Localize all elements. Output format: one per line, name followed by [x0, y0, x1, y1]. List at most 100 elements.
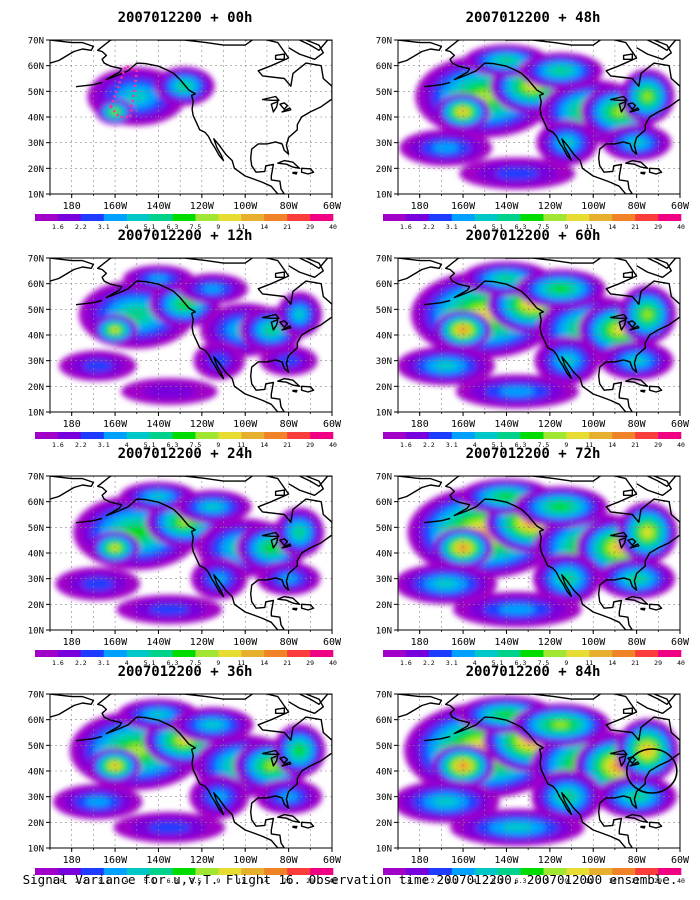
colorbar-swatch	[80, 214, 105, 221]
colorbar: 1.6 2.2 3.1 4 5.1 6.3 7.5 9 11 14 21 29 40	[383, 432, 685, 448]
colorbar-swatch	[287, 214, 311, 221]
panel-title: 2007012200 + 60h	[465, 228, 601, 244]
colorbar-label: 7.5	[190, 877, 202, 884]
colorbar-swatch	[589, 650, 613, 657]
colorbar-swatch	[497, 650, 521, 657]
colorbar-label: 40	[329, 659, 337, 666]
colorbar-swatch	[566, 432, 590, 439]
variance-contour	[434, 361, 458, 371]
colorbar-label: 1.6	[400, 877, 412, 884]
colorbar-label: 4	[473, 223, 477, 230]
colorbar-label: 3.1	[98, 441, 110, 448]
lat-tick-label: 30N	[376, 139, 392, 149]
lat-tick-label: 10N	[376, 191, 392, 201]
variance-contour	[499, 386, 535, 397]
lat-tick-label: 60N	[376, 280, 392, 290]
colorbar-label: 4	[473, 659, 477, 666]
colorbar: 1.6 2.2 3.1 4 5.1 6.3 7.5 9 11 14 21 29 40	[383, 650, 685, 666]
colorbar-label: 14	[260, 223, 268, 230]
colorbar-label: 29	[654, 223, 662, 230]
colorbar-swatch	[520, 650, 544, 657]
colorbar-swatch	[35, 650, 59, 657]
colorbar-swatch	[241, 650, 265, 657]
colorbar-swatch	[126, 868, 150, 875]
colorbar-swatch	[103, 432, 127, 439]
colorbar-swatch	[264, 214, 288, 221]
colorbar-swatch	[589, 214, 613, 221]
panel-title: 2007012200 + 24h	[117, 446, 253, 462]
flight-track	[109, 64, 139, 119]
colorbar-label: 21	[283, 877, 291, 884]
colorbar-label: 7.5	[538, 659, 550, 666]
colorbar-label: 9	[216, 659, 220, 666]
colorbar-label: 11	[585, 659, 593, 666]
colorbar-swatch	[612, 650, 636, 657]
panel-title: 2007012200 + 48h	[465, 10, 601, 26]
colorbar-label: 5.1	[144, 441, 156, 448]
lat-tick-label: 20N	[376, 165, 392, 175]
colorbar-label: 21	[631, 223, 639, 230]
colorbar-label: 7.5	[190, 441, 202, 448]
variance-contour	[149, 603, 190, 615]
lon-tick-label: 180	[63, 637, 81, 648]
grid-lines	[398, 476, 680, 630]
lon-tick-label: 120W	[538, 855, 563, 866]
lat-tick-label: 40N	[376, 550, 392, 560]
colorbar-label: 21	[631, 441, 639, 448]
coastlines	[50, 40, 332, 194]
colorbar-swatch	[310, 214, 334, 221]
colorbar-swatch	[80, 432, 105, 439]
map-panel: 2007012200 + 00h 10N 20N 30N 40N 50N 60N 70N 180…	[15, 8, 355, 230]
colorbar-label: 14	[260, 659, 268, 666]
lon-tick-label: 180	[63, 419, 81, 430]
colorbar-label: 6.3	[515, 223, 527, 230]
lat-tick-label: 30N	[28, 575, 44, 585]
colorbar-swatch	[635, 650, 659, 657]
lon-tick-label: 160W	[451, 637, 476, 648]
colorbar-label: 29	[654, 877, 662, 884]
colorbar-swatch	[543, 432, 567, 439]
colorbar-label: 40	[329, 223, 337, 230]
colorbar-label: 7.5	[538, 441, 550, 448]
variance-contour	[628, 792, 645, 801]
colorbar-swatch	[287, 868, 311, 875]
colorbar-swatch	[589, 868, 613, 875]
colorbar-label: 11	[237, 659, 245, 666]
lat-tick-label: 50N	[28, 306, 44, 316]
colorbar-swatch	[635, 868, 659, 875]
colorbar-swatch	[218, 432, 242, 439]
lon-tick-label: 80W	[628, 637, 647, 648]
variance-contour	[294, 309, 305, 320]
colorbar-label: 7.5	[190, 659, 202, 666]
colorbar-swatch	[612, 214, 636, 221]
colorbar-swatch	[658, 868, 682, 875]
colorbar-label: 6.3	[167, 441, 179, 448]
colorbar-swatch	[172, 214, 196, 221]
colorbar-swatch	[126, 650, 150, 657]
lat-tick-label: 70N	[28, 255, 44, 265]
colorbar-label: 21	[631, 659, 639, 666]
variance-contour	[552, 67, 569, 75]
lat-tick-label: 20N	[376, 601, 392, 611]
colorbar-swatch	[383, 650, 407, 657]
colorbar-label: 3.1	[446, 441, 458, 448]
lat-tick-label: 50N	[376, 742, 392, 752]
lat-tick-label: 10N	[28, 409, 44, 419]
lat-tick-label: 20N	[28, 165, 44, 175]
lon-tick-label: 140W	[494, 201, 519, 212]
grid-lines	[398, 40, 680, 194]
colorbar-swatch	[520, 868, 544, 875]
variance-field	[53, 699, 326, 843]
lon-tick-label: 100W	[581, 201, 606, 212]
colorbar-swatch	[287, 432, 311, 439]
colorbar-label: 9	[564, 659, 568, 666]
lon-tick-label: 140W	[146, 419, 171, 430]
colorbar-swatch	[543, 214, 567, 221]
variance-map: 10N 20N 30N 40N 50N 60N 70N 180 160W 140W 120W 100W…	[376, 691, 690, 885]
lon-tick-label: 60W	[323, 201, 342, 212]
variance-contour	[148, 821, 191, 834]
colorbar-label: 14	[260, 441, 268, 448]
panel-title: 2007012200 + 84h	[465, 664, 601, 680]
colorbar-swatch	[658, 214, 682, 221]
colorbar-swatch	[451, 650, 475, 657]
